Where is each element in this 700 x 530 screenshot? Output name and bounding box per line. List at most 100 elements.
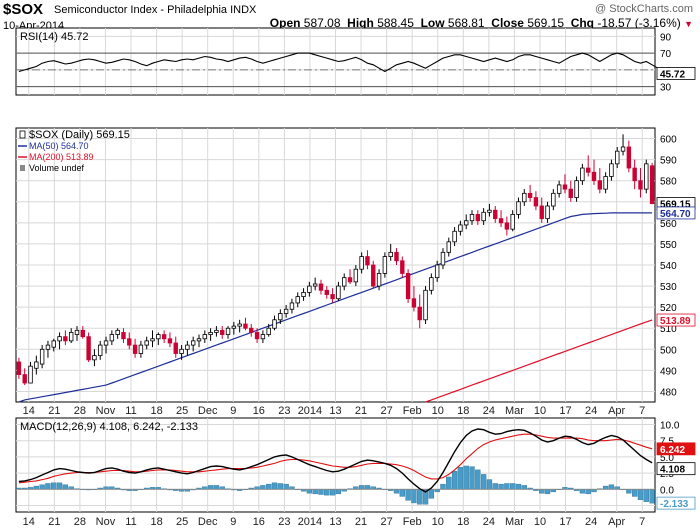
macd-histogram-bar bbox=[318, 489, 324, 495]
candle-body bbox=[469, 214, 475, 222]
candle-body bbox=[527, 192, 533, 198]
ma50-line bbox=[18, 212, 653, 403]
candle-body bbox=[556, 184, 562, 194]
macd-histogram-bar bbox=[469, 466, 475, 490]
ma50-tag-box bbox=[656, 206, 696, 220]
macd-histogram-bar bbox=[207, 485, 214, 490]
candle-body bbox=[132, 344, 138, 354]
price-x-tick-label: 23 bbox=[278, 405, 290, 417]
price-y-tick-label: 500 bbox=[660, 345, 677, 356]
candle-body bbox=[376, 273, 382, 287]
candle-body bbox=[22, 374, 27, 384]
rsi-y-tick-label: 90 bbox=[660, 32, 672, 43]
macd-histogram-bar bbox=[266, 483, 272, 490]
candle-body bbox=[156, 334, 161, 340]
candle-body bbox=[92, 355, 97, 361]
ma200-tag: 513.89 bbox=[660, 316, 691, 327]
candle-body bbox=[16, 361, 22, 376]
candle-body bbox=[382, 256, 388, 274]
candle-body bbox=[202, 334, 207, 340]
candle-body bbox=[45, 344, 51, 350]
header-name: Semiconductor Index - Philadelphia INDX bbox=[54, 4, 256, 16]
price-y-tick-label: 580 bbox=[660, 177, 677, 188]
price-x-tick-label: 2014 bbox=[298, 405, 322, 417]
macd-histogram-bar bbox=[393, 489, 400, 494]
candle-body bbox=[365, 256, 370, 266]
candle-body bbox=[68, 332, 74, 342]
price-x-tick-label: 10 bbox=[534, 405, 546, 417]
price-y-tick-label: 540 bbox=[660, 261, 677, 272]
candle-body bbox=[121, 332, 126, 340]
macd-x-tick-label: Feb bbox=[403, 516, 422, 528]
price-x-tick-label: 24 bbox=[585, 405, 597, 417]
macd-x-tick-label: 18 bbox=[457, 516, 469, 528]
candle-body bbox=[498, 218, 504, 224]
candle-body bbox=[144, 340, 149, 346]
candle-body bbox=[208, 332, 213, 335]
macd-x-tick-label: 11 bbox=[125, 516, 136, 528]
candle-body bbox=[649, 165, 655, 204]
candle-body bbox=[318, 283, 324, 291]
macd-x-tick-label: 24 bbox=[585, 516, 597, 528]
candle-body bbox=[115, 329, 120, 335]
open-value: 587.08 bbox=[303, 16, 341, 30]
candle-body bbox=[249, 327, 254, 333]
candle-body bbox=[533, 197, 539, 207]
candle-body bbox=[295, 296, 300, 304]
ohlc-row: Open 587.08 High 588.45 Low 568.81 Close… bbox=[270, 16, 693, 30]
chg-value: -18.57 (-3.16%) bbox=[597, 16, 681, 30]
macd-title: MACD(12,26,9) 4.108, 6.242, -2.133 bbox=[20, 421, 198, 433]
macd-histogram-bar bbox=[364, 485, 371, 490]
candle-body bbox=[417, 306, 422, 321]
price-x-tick-label: 21 bbox=[48, 405, 60, 417]
candle-body bbox=[266, 327, 271, 335]
legend-volume-swatch bbox=[20, 165, 25, 171]
candle-body bbox=[638, 180, 643, 190]
candle-body bbox=[626, 146, 632, 169]
candle-body bbox=[231, 325, 237, 329]
candle-body bbox=[615, 150, 620, 165]
macd-histogram-bar bbox=[312, 489, 318, 495]
macd-histogram-bar bbox=[329, 489, 336, 496]
macd-x-tick-label: 27 bbox=[380, 516, 392, 528]
down-arrow-icon: ▼ bbox=[684, 19, 693, 29]
macd-signal-tag-box bbox=[656, 442, 696, 456]
candle-body bbox=[388, 251, 393, 257]
macd-histogram-bar bbox=[399, 489, 405, 497]
ma200-tag-box bbox=[656, 313, 696, 327]
candle-body bbox=[568, 188, 573, 198]
price-x-tick-label: 14 bbox=[23, 405, 35, 417]
candle-body bbox=[342, 277, 347, 287]
candle-body bbox=[510, 214, 515, 230]
candle-body bbox=[452, 230, 457, 243]
price-x-tick-label: Apr bbox=[608, 405, 625, 417]
macd-y-tick-label: 0.0 bbox=[660, 485, 674, 496]
candle-body bbox=[289, 302, 295, 310]
price-x-tick-label: 9 bbox=[230, 405, 236, 417]
candle-body bbox=[551, 192, 556, 207]
price-legend-entry: $SOX (Daily) 569.15 bbox=[29, 129, 130, 141]
candle-body bbox=[63, 336, 68, 342]
macd-histogram-bar bbox=[475, 469, 481, 490]
macd-histogram-bar bbox=[631, 489, 638, 497]
candle-body bbox=[464, 220, 469, 226]
candle-body bbox=[185, 344, 190, 350]
macd-x-tick-label: 7 bbox=[639, 516, 645, 528]
price-x-tick-label: Nov bbox=[96, 405, 116, 417]
candle-body bbox=[39, 348, 45, 365]
candle-body bbox=[51, 340, 56, 348]
candle-body bbox=[301, 291, 306, 298]
macd-x-tick-label: 17 bbox=[559, 516, 571, 528]
candle-body bbox=[597, 180, 603, 190]
macd-x-tick-label: Dec bbox=[198, 516, 218, 528]
candle-body bbox=[196, 338, 202, 342]
macd-histogram-bar bbox=[498, 483, 504, 490]
macd-histogram-bar bbox=[649, 489, 655, 504]
low-value: 568.81 bbox=[447, 16, 485, 30]
candle-body bbox=[150, 338, 155, 342]
candle-body bbox=[522, 192, 527, 203]
macd-histogram-bar bbox=[277, 483, 283, 490]
macd-x-tick-label: 23 bbox=[278, 516, 290, 528]
macd-value-tag-box bbox=[656, 462, 696, 476]
candle-body bbox=[283, 308, 289, 314]
